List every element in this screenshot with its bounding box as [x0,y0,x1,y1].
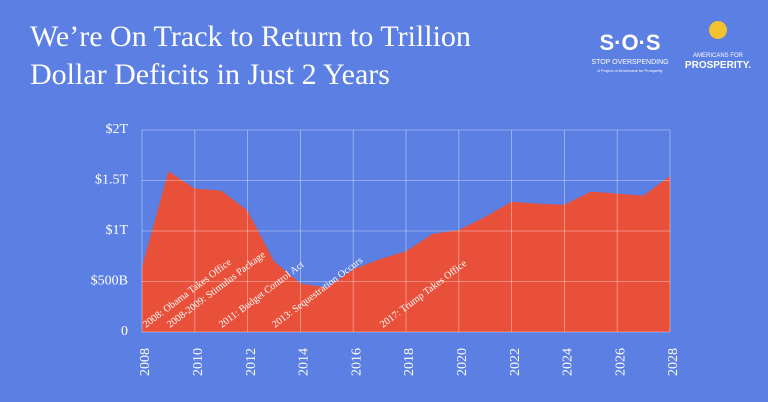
x-tick-label: 2018 [402,348,417,376]
x-tick-label: 2012 [244,348,259,376]
logo-text: AMERICANS FOR [693,53,744,59]
chart-title: We’re On Track to Return to Trillion [30,20,471,53]
x-tick-label: 2008 [138,348,153,376]
y-tick-label: $1T [105,223,128,238]
y-tick-label: $500B [91,274,128,289]
sos-logo: S·O·S STOP OVERSPENDING A Project of Ame… [591,30,668,73]
logo-icon [709,21,727,39]
area [142,171,670,332]
y-tick-label: $1.5T [95,173,129,188]
x-tick-label: 2022 [508,348,523,376]
afp-logo: AMERICANS FOR PROSPERITY. [685,21,751,71]
x-tick-label: 2028 [666,348,681,376]
x-tick-label: 2024 [561,348,576,376]
x-tick-label: 2016 [349,348,364,376]
logo-text: PROSPERITY. [685,60,751,71]
logo-text: STOP OVERSPENDING [591,59,668,66]
x-tick-label: 2010 [191,348,206,376]
x-tick-label: 2014 [297,348,312,376]
logo-text: A Project of Americans for Prosperity [597,68,662,73]
x-tick-label: 2020 [455,348,470,376]
x-tick-label: 2026 [613,348,628,376]
y-tick-label: 0 [121,324,128,339]
y-tick-label: $2T [105,122,128,137]
logo-text: S·O·S [599,30,660,55]
chart-title: Dollar Deficits in Just 2 Years [30,58,390,91]
